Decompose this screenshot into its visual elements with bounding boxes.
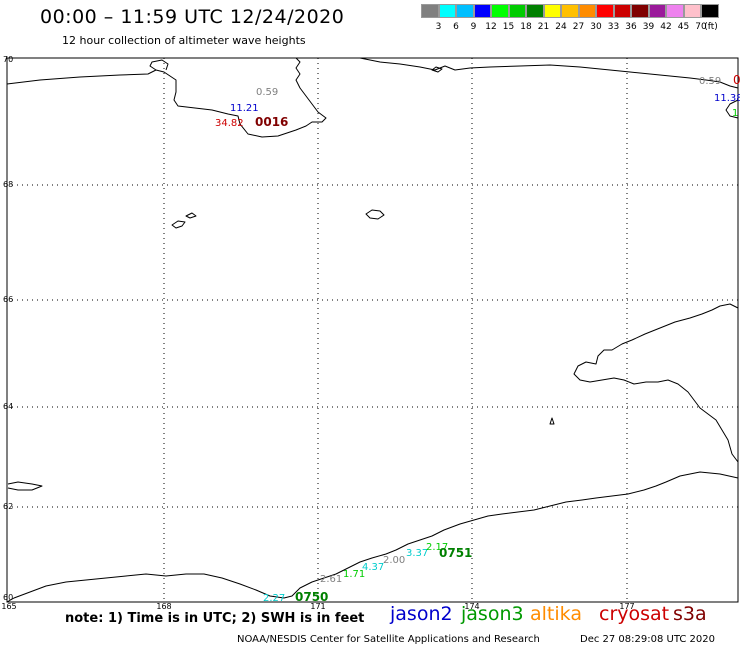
- color-swatch: [683, 4, 701, 18]
- color-scale-label: 6: [453, 22, 459, 32]
- map-frame: [6, 57, 739, 603]
- wave-height-label: 3.37: [406, 548, 428, 559]
- color-swatch: [491, 4, 509, 18]
- longitude-labels: 165 168 171 174 177: [1, 602, 634, 611]
- lon-label: 165: [1, 602, 16, 611]
- lon-label: 174: [464, 602, 479, 611]
- observation-labels: 0.59 11.21 34.82 0016 0.59 0 11.38 1 3.3…: [215, 73, 740, 604]
- graticule: [7, 58, 738, 602]
- satellite-legend-jason3: jason3: [461, 603, 524, 625]
- color-swatch: [421, 4, 439, 18]
- color-scale-label: 42: [660, 22, 672, 32]
- color-scale-labels: 3 6 9 12 15 18 21 24 27 30 33 36 39 42 45 70 (ft): [421, 22, 740, 34]
- color-swatch: [666, 4, 684, 18]
- color-scale-label: 18: [520, 22, 532, 32]
- color-scale-label: 33: [607, 22, 620, 32]
- units-note: note: 1) Time is in UTC; 2) SWH is in fe…: [65, 611, 365, 626]
- generated-timestamp: Dec 27 08:29:08 UTC 2020: [580, 634, 715, 645]
- wave-height-label: 4.37: [362, 562, 384, 573]
- alaska-seward-coast: [573, 303, 739, 463]
- wave-height-label: 2.27: [263, 593, 285, 604]
- satellite-legend-s3a: s3a: [673, 603, 707, 625]
- pass-time-label: 0: [733, 73, 740, 87]
- color-scale-label: 21: [537, 22, 550, 32]
- color-swatch: [701, 4, 719, 18]
- credit-line: NOAA/NESDIS Center for Satellite Applica…: [237, 634, 540, 645]
- color-scale-label: 3: [435, 22, 442, 32]
- small-islet-north: [431, 66, 443, 73]
- page-title: 00:00 – 11:59 UTC 12/24/2020: [40, 6, 345, 28]
- wave-height-label: 0.59: [699, 76, 721, 87]
- alaska-west-coast: [6, 471, 739, 603]
- lon-label: 168: [156, 602, 171, 611]
- island-b: [185, 212, 197, 219]
- color-swatch: [438, 4, 456, 18]
- wave-height-label: 34.82: [215, 118, 244, 129]
- lat-label: 68: [3, 180, 13, 189]
- color-swatch: [543, 4, 561, 18]
- wave-height-label: 2.61: [320, 574, 342, 585]
- color-swatch: [508, 4, 526, 18]
- pass-time-label: 0016: [255, 115, 288, 129]
- island-d: [7, 481, 43, 491]
- color-swatch: [613, 4, 631, 18]
- page-subtitle: 12 hour collection of altimeter wave hei…: [62, 34, 306, 47]
- satellite-legend-jason2: jason2: [390, 603, 453, 625]
- lon-label: 177: [619, 602, 634, 611]
- chukotka-inner-bay: [149, 59, 169, 71]
- color-swatch: [526, 4, 544, 18]
- wave-height-label: 1.71: [343, 569, 365, 580]
- wave-height-label: 11.38: [714, 93, 740, 104]
- color-scale-label: 39: [642, 22, 655, 32]
- lon-label: 171: [310, 602, 325, 611]
- coastlines: [6, 57, 739, 603]
- color-scale-label: 30: [590, 22, 602, 32]
- island-c: [365, 209, 385, 220]
- color-scale-label: 45: [677, 22, 690, 32]
- color-swatch: [561, 4, 579, 18]
- lat-label: 62: [3, 502, 13, 511]
- color-swatch: [631, 4, 649, 18]
- color-scale-label: 27: [572, 22, 585, 32]
- pass-time-label: 0750: [295, 590, 328, 604]
- chukotka-north-coast: [6, 57, 327, 138]
- alaska-north-coast: [359, 57, 739, 89]
- color-swatch: [578, 4, 596, 18]
- lat-label: 70: [3, 55, 13, 64]
- color-scale-label: 70: [695, 22, 707, 32]
- wave-height-label: 2.17: [426, 542, 448, 553]
- wave-height-label: 0.59: [256, 87, 278, 98]
- satellite-legend-altika: altika: [530, 603, 582, 625]
- color-swatch: [473, 4, 491, 18]
- wave-height-label: 1: [732, 108, 738, 119]
- color-scale-label: 36: [625, 22, 637, 32]
- lat-label: 60: [3, 593, 13, 602]
- color-scale-label: 15: [502, 22, 515, 32]
- latitude-labels: 70 68 66 64 62 60: [3, 55, 13, 602]
- color-scale-label: 12: [485, 22, 497, 32]
- color-swatch: [648, 4, 666, 18]
- pass-time-label: 0751: [439, 546, 472, 560]
- color-scale-legend: [421, 4, 719, 18]
- color-swatch: [456, 4, 474, 18]
- lat-label: 64: [3, 402, 13, 411]
- wave-height-label: 2.00: [383, 555, 405, 566]
- color-scale-label: 9: [470, 22, 477, 32]
- alaska-nw-tip: [725, 99, 739, 119]
- lat-label: 66: [3, 295, 13, 304]
- satellite-legend-cryosat: cryosat: [599, 603, 670, 625]
- color-scale-label: (ft): [704, 22, 718, 32]
- color-scale-label: 24: [555, 22, 567, 32]
- island-e: [549, 417, 555, 425]
- color-swatch: [596, 4, 614, 18]
- island-a: [171, 220, 186, 229]
- wave-height-label: 11.21: [230, 103, 259, 114]
